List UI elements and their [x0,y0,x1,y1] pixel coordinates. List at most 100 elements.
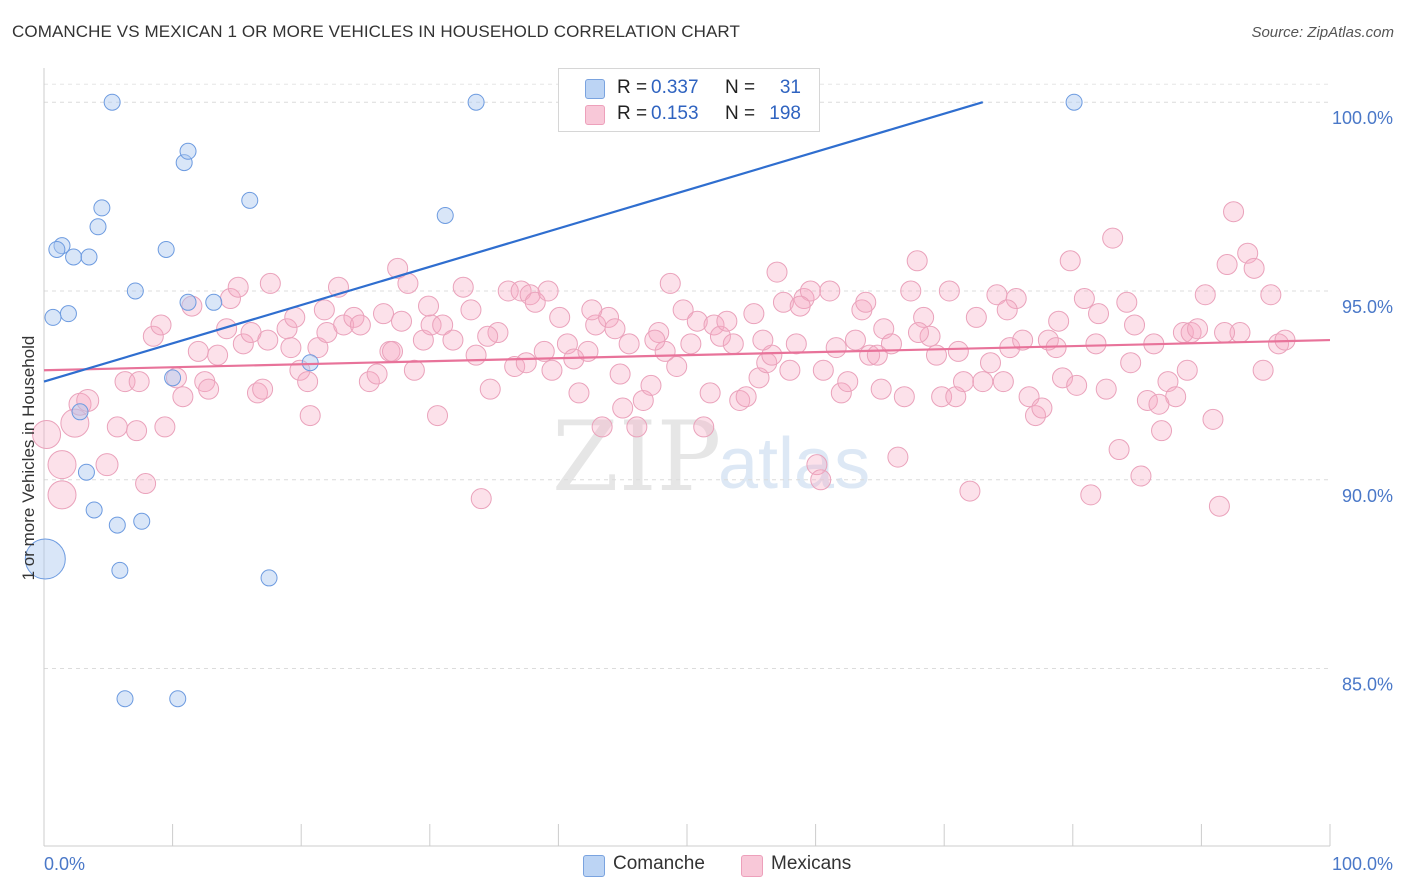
mexicans-point [996,299,1018,321]
mexicans-point [959,480,981,502]
mexicans-point [479,378,501,400]
mexicans-point [870,378,892,400]
comanche-point [179,142,197,160]
mexicans-point [626,416,648,438]
comanche-point [108,516,126,534]
mexicans-point [722,333,744,355]
y-tick-label: 100.0% [1332,108,1393,128]
mexicans-point [257,329,279,351]
mexicans-point [785,333,807,355]
mexicans-point [1066,374,1088,396]
mexicans-point [1214,322,1236,344]
mexicans-point [154,416,176,438]
mexicans-trend-line [43,338,1331,372]
comanche-point [93,199,111,217]
mexicans-point [373,303,395,325]
comanche-point [169,690,187,708]
comanche-point [48,240,66,258]
watermark: ZIP atlas [552,401,870,513]
mexicans-point [442,329,464,351]
mexicans-point [227,276,249,298]
n-label: N = [725,103,756,124]
mexicans-point [1216,254,1238,276]
mexicans-point [1005,288,1027,310]
comanche-point [436,206,454,224]
mexicans-point [735,386,757,408]
mexicans-point [1052,367,1074,389]
mexicans-point [135,473,157,495]
comanche-point [241,191,259,209]
mexicans-point [1151,420,1173,442]
r-value: 0.153 [651,103,699,124]
mexicans-point [772,291,794,313]
comanche-point [175,154,193,172]
mexicans-point [1073,288,1095,310]
mexicans-point [126,420,148,442]
mexicans-point [779,359,801,381]
mexicans-point [729,389,751,411]
comanche-point [85,501,103,519]
mexicans-point [906,250,928,272]
mexicans-point [232,333,254,355]
mexicans-point [60,408,90,438]
mexicans-point [907,322,929,344]
comanche-point [205,293,223,311]
mexicans-point [880,333,902,355]
mexicans-point [106,416,128,438]
mexicans-point [537,280,559,302]
mexicans-point [284,306,306,328]
mexicans-point [830,382,852,404]
comanche-point [80,248,98,266]
mexicans-point [420,314,442,336]
mexicans-point [313,299,335,321]
mexicans-point [465,344,487,366]
mexicans-point [743,303,765,325]
comanche-point [24,538,66,580]
comanche-point [157,240,175,258]
mexicans-point [333,314,355,336]
r-label: R = [617,77,648,98]
mexicans-point [418,295,440,317]
chart-source: Source: ZipAtlas.com [1251,24,1394,41]
mexicans-point [612,397,634,419]
mexicans-point [844,329,866,351]
mexicans-point [644,329,666,351]
x-tick-label: 0.0% [44,854,85,874]
mexicans-point [1059,250,1081,272]
mexicans-point [349,314,371,336]
mexicans-point [95,453,119,477]
mexicans-point [1176,359,1198,381]
correlation-legend: R = 0.337 N = 31 R = 0.153 N = 198 [558,68,820,132]
mexicans-point [1048,310,1070,332]
mexicans-point [403,359,425,381]
mexicans-point [1088,303,1110,325]
mexicans-point [1130,465,1152,487]
mexicans-point [1194,284,1216,306]
mexicans-point [470,488,492,510]
mexicans-point [1268,333,1290,355]
mexicans-point [252,378,274,400]
comanche-trend-line [43,101,984,383]
mexicans-point [533,340,555,362]
mexicans-point [391,310,413,332]
comanche-point [1065,93,1083,111]
mexicans-point [789,295,811,317]
mexicans-point [812,359,834,381]
mexicans-legend-label: Mexicans [771,853,852,874]
mexicans-point [1202,408,1224,430]
mexicans-point [1085,333,1107,355]
mexicans-point [207,344,229,366]
mexicans-legend-swatch [741,855,763,877]
comanche-point [89,218,107,236]
mexicans-point [497,280,519,302]
comanche-point [126,282,144,300]
watermark-atlas: atlas [718,424,870,504]
mexicans-point [716,310,738,332]
mexicans-point [952,371,974,393]
legend-row-comanche: R = 0.337 N = 31 [559,75,819,101]
mexicans-point [47,450,77,480]
mexicans-point [766,261,788,283]
mexicans-point [259,272,281,294]
mexicans-point [686,310,708,332]
y-tick-label: 90.0% [1342,486,1393,506]
